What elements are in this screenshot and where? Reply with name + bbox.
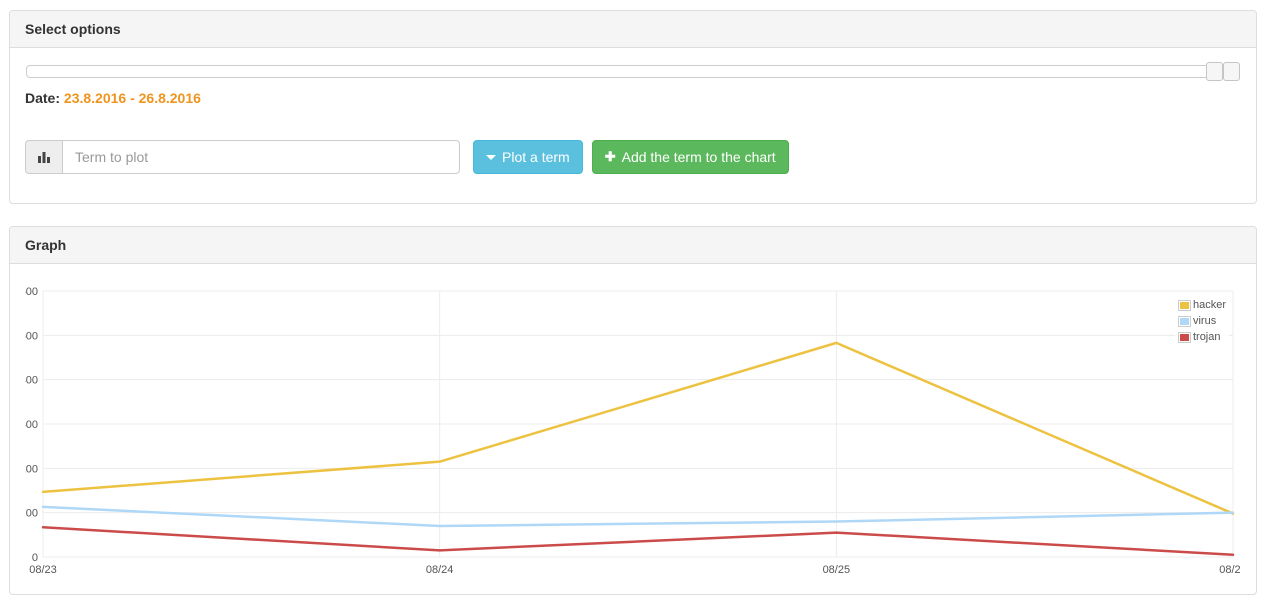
svg-text:08/26: 08/26 [1219, 564, 1241, 576]
graph-header: Graph [10, 227, 1256, 264]
term-form: Plot a term ✚ Add the term to the chart [25, 140, 1241, 174]
svg-text:500: 500 [25, 330, 38, 342]
svg-text:08/23: 08/23 [29, 564, 57, 576]
graph-title: Graph [25, 237, 67, 253]
svg-text:300: 300 [25, 419, 38, 431]
plot-term-button[interactable]: Plot a term [473, 140, 583, 174]
legend-swatch-virus [1177, 315, 1191, 327]
plot-term-button-label: Plot a term [502, 149, 570, 165]
plus-icon: ✚ [604, 149, 616, 164]
add-term-button[interactable]: ✚ Add the term to the chart [591, 140, 789, 174]
term-input[interactable] [62, 140, 460, 174]
legend-item-trojan: trojan [1177, 329, 1226, 345]
legend-label-hacker: hacker [1192, 298, 1226, 311]
graph-body: 010020030040050060008/2308/2408/2508/26 … [10, 264, 1256, 594]
line-chart[interactable]: 010020030040050060008/2308/2408/2508/26 … [20, 279, 1247, 579]
term-input-addon [25, 140, 62, 174]
legend-swatch-trojan [1177, 331, 1191, 343]
term-input-group [25, 140, 460, 174]
legend-item-hacker: hacker [1177, 297, 1226, 313]
date-range-slider[interactable] [26, 62, 1240, 81]
svg-text:08/24: 08/24 [426, 564, 454, 576]
date-line: Date: 23.8.2016 - 26.8.2016 [25, 90, 1241, 106]
slider-handle-end[interactable] [1223, 62, 1240, 81]
date-range-value: 23.8.2016 - 26.8.2016 [63, 90, 201, 106]
svg-text:0: 0 [32, 552, 38, 564]
legend-item-virus: virus [1177, 313, 1226, 329]
caret-down-icon [486, 154, 496, 160]
select-options-body: Date: 23.8.2016 - 26.8.2016 [10, 48, 1256, 203]
series-line-trojan [41, 526, 1235, 557]
bar-chart-icon [38, 152, 50, 163]
add-term-button-label: Add the term to the chart [621, 149, 776, 165]
svg-text:100: 100 [25, 508, 38, 520]
select-options-panel: Select options Date: 23.8.2016 - 26.8.20… [9, 10, 1257, 204]
svg-text:600: 600 [25, 286, 38, 298]
svg-text:200: 200 [25, 463, 38, 475]
chart-legend: hacker virus trojan [1174, 295, 1229, 347]
legend-label-virus: virus [1192, 314, 1217, 327]
legend-label-trojan: trojan [1192, 330, 1221, 343]
select-options-title: Select options [25, 21, 121, 37]
graph-panel: Graph 0 100 200 300 400 500 600 08/23 08/24 08/25… [9, 226, 1257, 595]
select-options-header: Select options [10, 11, 1256, 48]
svg-text:08/25: 08/25 [823, 564, 851, 576]
date-label: Date: [25, 90, 61, 106]
series-line-hacker [41, 341, 1235, 515]
legend-swatch-hacker [1177, 299, 1191, 311]
slider-handle-start[interactable] [1206, 62, 1223, 81]
svg-text:400: 400 [25, 375, 38, 387]
grid: 0 100 200 300 400 500 600 08/23 08/24 08/25 08/26 [20, 286, 1247, 576]
series-line-virus [41, 505, 1235, 528]
